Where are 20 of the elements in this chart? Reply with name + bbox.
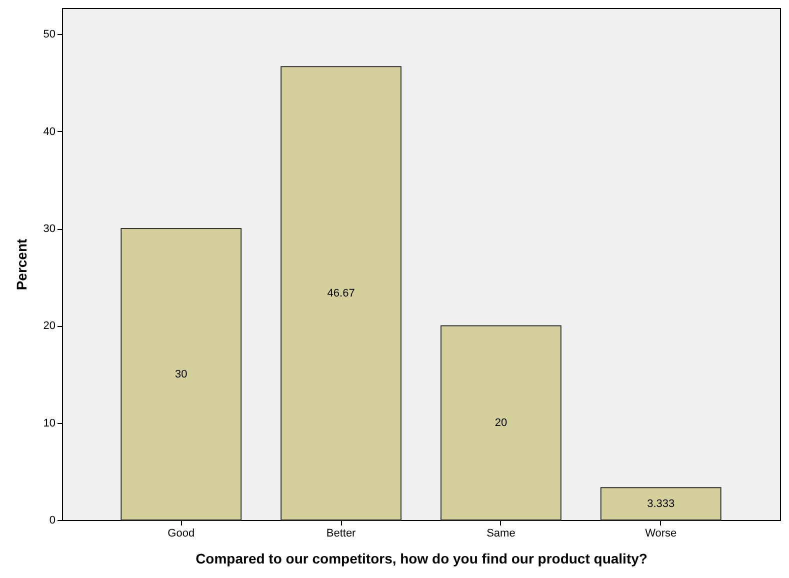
x-axis-title: Compared to our competitors, how do you find our product quality? [196,550,648,566]
x-tick-label: Same [486,528,516,540]
bar [280,66,402,520]
bar [600,487,722,520]
data-label: 20 [494,416,508,429]
y-tick-label: 30 [43,223,56,236]
data-label: 3.333 [647,498,675,510]
y-tick-label: 40 [43,126,56,138]
y-tick-label: 0 [49,514,56,526]
y-tick-label: 20 [43,320,56,332]
x-tick-label: Worse [645,528,677,540]
y-axis-title: Percent [13,238,30,290]
bar [440,325,562,520]
data-label: 46.67 [327,287,355,300]
y-tick-label: 10 [43,417,56,430]
x-tick-label: Good [168,528,195,540]
x-tick-label: Better [326,528,356,540]
bar [120,228,242,520]
y-tick-label: 50 [43,28,56,41]
data-label: 30 [175,368,188,380]
